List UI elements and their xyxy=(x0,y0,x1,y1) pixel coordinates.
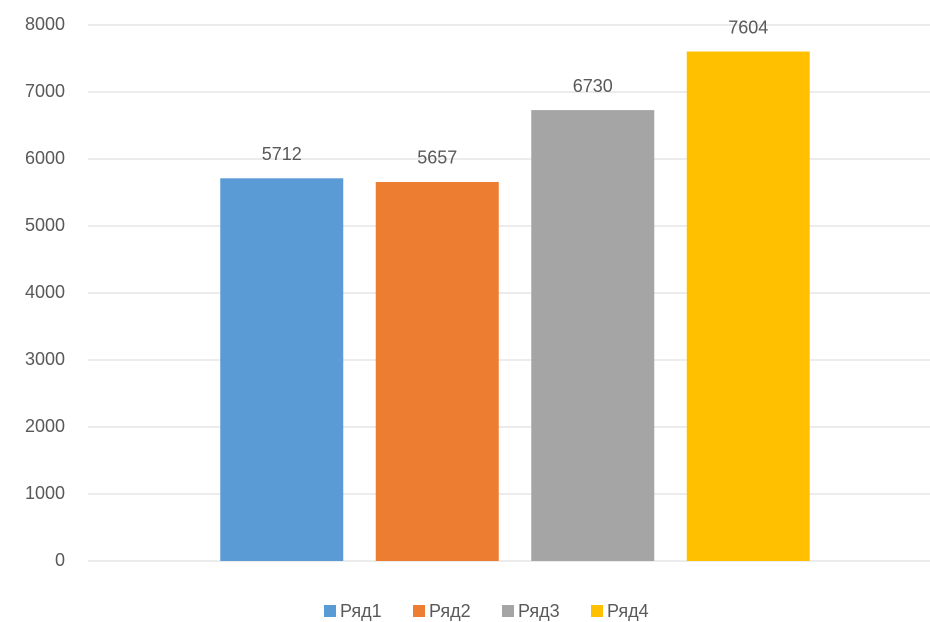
y-tick-label: 3000 xyxy=(25,349,65,369)
y-tick-label: 4000 xyxy=(25,282,65,302)
legend-label: Ряд4 xyxy=(607,601,649,621)
bar xyxy=(686,51,810,561)
legend-swatch xyxy=(591,605,603,617)
data-label: 5712 xyxy=(262,144,302,164)
y-tick-label: 2000 xyxy=(25,416,65,436)
data-label: 7604 xyxy=(728,17,768,37)
y-tick-label: 6000 xyxy=(25,148,65,168)
legend-label: Ряд1 xyxy=(340,601,382,621)
legend-swatch xyxy=(413,605,425,617)
bar xyxy=(375,181,499,561)
legend-label: Ряд3 xyxy=(518,601,560,621)
y-tick-label: 1000 xyxy=(25,483,65,503)
y-tick-label: 5000 xyxy=(25,215,65,235)
y-tick-label: 7000 xyxy=(25,81,65,101)
legend-label: Ряд2 xyxy=(429,601,471,621)
y-tick-label: 0 xyxy=(55,550,65,570)
y-tick-label: 8000 xyxy=(25,14,65,34)
data-label: 6730 xyxy=(573,76,613,96)
bar xyxy=(220,178,344,561)
data-label: 5657 xyxy=(417,148,457,168)
legend-swatch xyxy=(324,605,336,617)
bar xyxy=(531,110,655,561)
legend-swatch xyxy=(502,605,514,617)
